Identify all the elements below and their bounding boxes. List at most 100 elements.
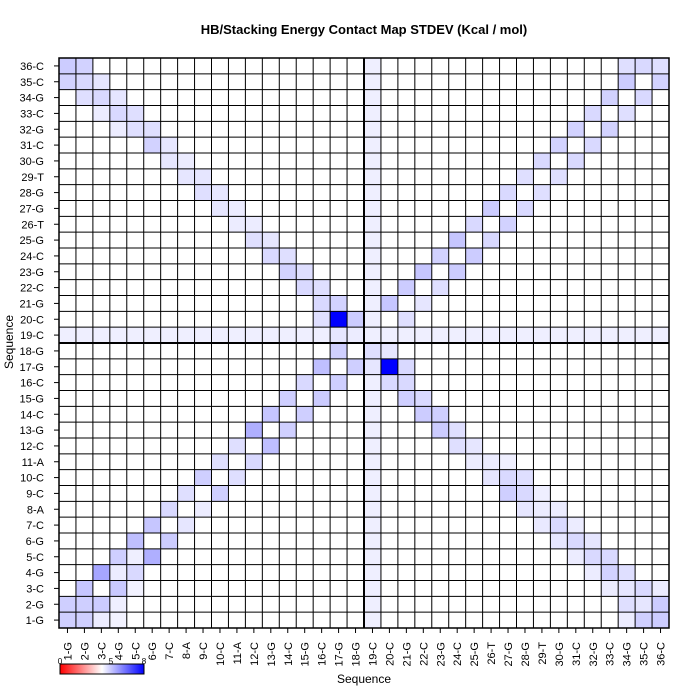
heatmap-cell: [397, 358, 415, 375]
colorbar-gradient: [59, 663, 145, 675]
heatmap-cell: [211, 200, 229, 217]
heatmap-cell: [228, 216, 246, 233]
heatmap-cell: [177, 327, 195, 343]
heatmap-cell: [516, 327, 534, 343]
x-tick-label: 24-C: [452, 642, 464, 666]
heatmap-cell: [313, 327, 331, 343]
heatmap-grid: [58, 57, 670, 629]
heatmap-cell: [160, 153, 178, 169]
heatmap-cell: [364, 216, 381, 233]
heatmap-cell: [364, 327, 381, 343]
heatmap-cell: [245, 232, 263, 248]
y-tick-label: 12-C: [20, 441, 44, 453]
y-tick-label: 23-G: [20, 267, 44, 279]
colorbar-tick-mid: 5: [109, 657, 114, 666]
heatmap-cell: [499, 184, 517, 201]
heatmap-cell: [126, 548, 144, 565]
heatmap-cell: [177, 517, 195, 533]
heatmap-cell: [364, 564, 381, 581]
heatmap-cell: [296, 279, 314, 296]
colorbar-tick-max: 8: [142, 657, 147, 666]
heatmap-cell: [584, 105, 602, 122]
heatmap-cell: [584, 327, 602, 343]
x-tick-label: 27-G: [503, 642, 515, 666]
y-tick-label: 14-C: [20, 409, 44, 421]
heatmap-cell: [126, 580, 144, 597]
heatmap-cell: [160, 137, 178, 153]
heatmap-cell: [126, 564, 144, 581]
heatmap-cell: [126, 327, 144, 343]
heatmap-cell: [364, 121, 381, 138]
heatmap-cell: [448, 327, 466, 343]
heatmap-cell: [109, 327, 127, 343]
heatmap-cell: [92, 89, 110, 106]
heatmap-cell: [262, 438, 280, 454]
heatmap-cell: [330, 295, 348, 312]
heatmap-cell: [364, 137, 381, 153]
heatmap-cell: [431, 327, 449, 343]
heatmap-cell: [143, 548, 161, 565]
heatmap-cell: [448, 438, 466, 454]
y-tick-label: 35-C: [20, 77, 44, 89]
heatmap-cell: [380, 295, 398, 312]
heatmap-cell: [364, 596, 381, 613]
heatmap-cell: [194, 168, 212, 185]
heatmap-cell: [516, 485, 534, 502]
heatmap-cell: [262, 248, 280, 264]
x-tick-label: 16-C: [317, 642, 329, 666]
heatmap-cell: [160, 501, 178, 518]
heatmap-cell: [652, 58, 669, 74]
heatmap-cell: [143, 327, 161, 343]
heatmap-cell: [194, 184, 212, 201]
heatmap-cell: [75, 612, 93, 628]
y-tick-label: 22-C: [20, 283, 44, 295]
heatmap-cell: [482, 327, 500, 343]
heatmap-cell: [499, 469, 517, 486]
heatmap-cell: [364, 200, 381, 217]
y-tick-label: 18-G: [20, 346, 44, 358]
y-tick-labels: 1-G 2-G 3-C 4-G 5-C 6-G 7-C 8-A 9-C 10-C 11-A 12-C 1…: [20, 61, 59, 627]
heatmap-cell: [126, 533, 144, 549]
heatmap-cell: [228, 438, 246, 454]
heatmap-cell: [364, 438, 381, 454]
heatmap-cell: [601, 121, 619, 138]
heatmap-cell: [414, 327, 432, 343]
heatmap-cell: [313, 358, 331, 375]
heatmap-cell: [567, 548, 585, 565]
heatmap-cell: [635, 612, 653, 628]
heatmap-cell: [194, 501, 212, 518]
heatmap-cell: [296, 374, 314, 391]
heatmap-cell: [567, 327, 585, 343]
heatmap-cell: [228, 469, 246, 486]
y-tick-label: 8-A: [27, 504, 45, 516]
heatmap-cell: [364, 612, 381, 628]
y-tick-label: 28-G: [20, 188, 44, 200]
x-tick-label: 9-C: [198, 642, 210, 660]
y-tick-label: 16-C: [20, 378, 44, 390]
heatmap-cell: [550, 533, 568, 549]
heatmap-cell: [364, 374, 381, 391]
heatmap-cell: [448, 422, 466, 438]
x-tick-label: 13-G: [266, 642, 278, 666]
x-tick-label: 22-C: [418, 642, 430, 666]
heatmap-cell: [364, 105, 381, 122]
chart-title: HB/Stacking Energy Contact Map STDEV (Kc…: [201, 22, 528, 37]
heatmap-cell: [92, 73, 110, 90]
y-tick-label: 36-C: [20, 61, 44, 73]
x-tick-label: 21-G: [401, 642, 413, 666]
heatmap-cell: [313, 279, 331, 296]
heatmap-cell: [618, 73, 636, 90]
heatmap-cell: [652, 596, 669, 613]
heatmap-cell: [211, 485, 229, 502]
heatmap-cell: [109, 89, 127, 106]
heatmap-cell: [364, 58, 381, 74]
heatmap-cell: [465, 453, 483, 470]
heatmap-cell: [279, 248, 297, 264]
heatmap-cell: [59, 73, 76, 90]
heatmap-cell: [448, 263, 466, 280]
heatmap-cell: [516, 168, 534, 185]
heatmap-cell: [550, 501, 568, 518]
heatmap-cell: [364, 184, 381, 201]
heatmap-cell: [380, 358, 398, 375]
heatmap-cell: [364, 263, 381, 280]
